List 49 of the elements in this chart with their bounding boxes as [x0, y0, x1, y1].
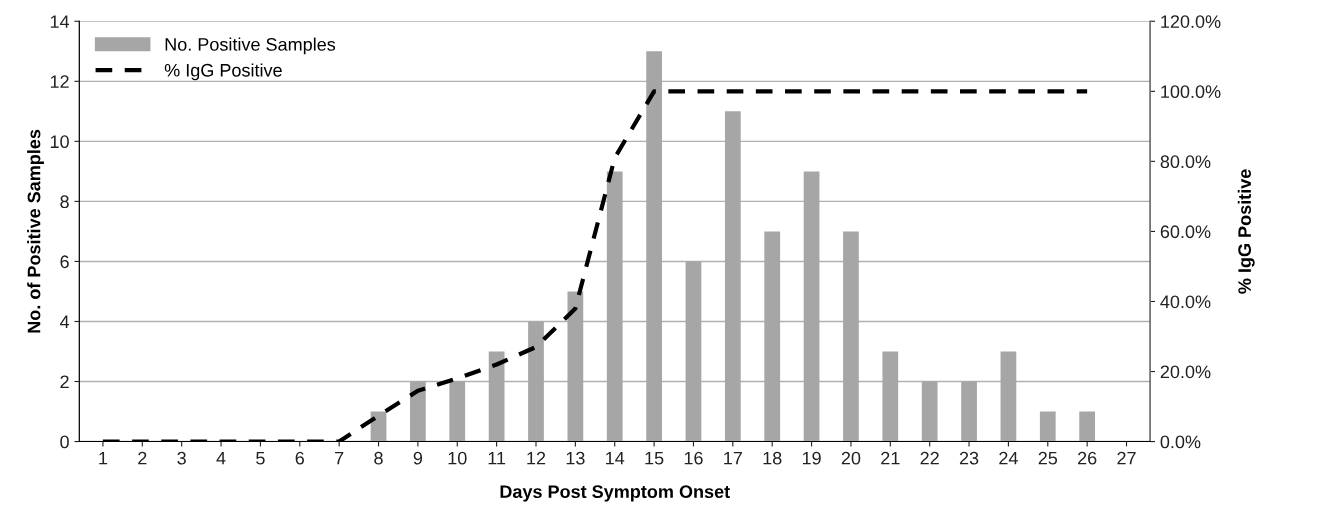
x-tick-label: 7: [335, 451, 344, 465]
legend-label: No. Positive Samples: [165, 37, 336, 55]
x-tick-label: 25: [1038, 451, 1058, 465]
x-tick-label: 2: [138, 451, 147, 465]
x-tick-label: 19: [802, 451, 821, 465]
x-tick-label: 4: [216, 451, 226, 465]
x-tick-label: 21: [881, 451, 900, 465]
y2-tick-label: 120.0%: [1161, 15, 1221, 28]
x-tick-label: 14: [606, 451, 625, 465]
x-tick-label: 20: [841, 451, 861, 465]
x-tick-label: 5: [256, 451, 265, 465]
y2-tick-label: 40.0%: [1160, 295, 1211, 309]
y-tick-label: 6: [60, 255, 69, 269]
x-tick-label: 24: [999, 451, 1018, 465]
y-tick-label: 0: [60, 435, 69, 449]
x-tick-label: 16: [684, 451, 703, 465]
x-tick-label: 9: [413, 451, 423, 465]
x-axis-title: Days Post Symptom Onset: [500, 485, 730, 502]
y2-axis-title: % IgG Positive: [1237, 169, 1255, 294]
y-tick-label: 8: [60, 195, 69, 209]
y-tick-label: 12: [50, 75, 69, 88]
x-tick-label: 12: [527, 451, 546, 465]
y2-tick-label: 0.0%: [1160, 435, 1201, 449]
bar: [1079, 411, 1096, 442]
y-axis-title: No. of Positive Samples: [27, 129, 44, 333]
y-tick-label: 14: [50, 15, 70, 28]
legend-label: % IgG Positive: [164, 63, 282, 81]
x-tick-label: 13: [566, 451, 585, 465]
x-tick-label: 10: [448, 451, 467, 465]
x-tick-label: 18: [763, 451, 782, 465]
x-tick-label: 6: [295, 451, 305, 465]
y2-tick-label: 100.0%: [1161, 85, 1221, 99]
x-tick-label: 15: [645, 451, 664, 465]
y-tick-label: 4: [59, 315, 70, 329]
y2-tick-label: 80.0%: [1160, 155, 1211, 169]
x-tick-label: 26: [1078, 451, 1097, 465]
x-tick-label: 8: [374, 451, 383, 465]
x-tick-label: 11: [488, 451, 506, 465]
x-tick-label: 27: [1117, 451, 1136, 465]
y2-tick-label: 20.0%: [1160, 365, 1211, 379]
x-tick-label: 3: [177, 451, 186, 465]
x-tick-label: 23: [959, 451, 979, 465]
x-tick-label: 1: [99, 451, 108, 465]
y2-tick-label: 60.0%: [1160, 225, 1211, 239]
bar: [1039, 411, 1056, 442]
x-tick-label: 22: [920, 451, 939, 465]
y-tick-label: 10: [50, 135, 69, 149]
x-tick-label: 17: [724, 451, 742, 465]
y-tick-label: 2: [60, 375, 69, 389]
